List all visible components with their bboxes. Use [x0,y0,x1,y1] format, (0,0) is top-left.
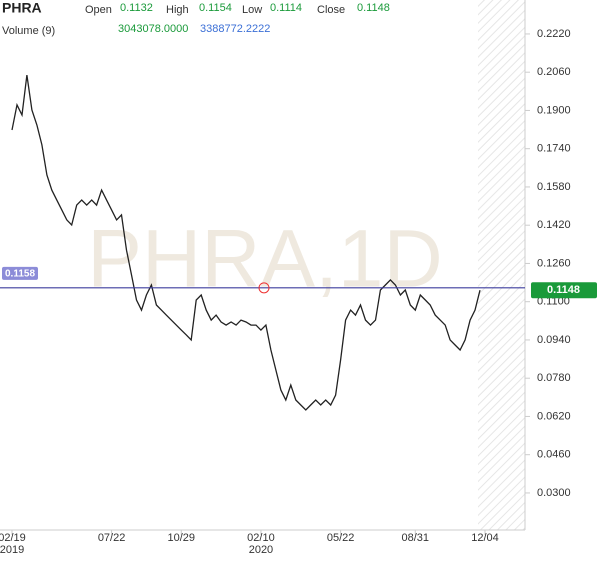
y-tick-label: 0.1580 [537,181,571,193]
y-tick-label: 0.0620 [537,410,571,422]
ohlc-value: 0.1114 [270,2,302,14]
y-tick-label: 0.0460 [537,449,571,461]
price-line [11,75,481,411]
y-tick-label: 0.2220 [537,28,571,40]
x-tick-label: 08/31 [402,532,430,544]
y-tick-label: 0.0940 [537,334,571,346]
y-tick-label: 0.2060 [537,66,571,78]
volume-label: Volume (9) [2,25,55,37]
watermark: PHRA,1D [87,214,442,305]
y-tick-label: 0.1260 [537,257,571,269]
x-tick-label: 10/29 [168,532,196,544]
symbol: PHRA [2,0,42,16]
volume-readout: 3043078.0000 [118,23,188,35]
year-label: 2019 [0,544,24,556]
ohlc-value: 0.1154 [199,2,232,14]
x-tick-label: 12/04 [471,532,499,544]
y-tick-label: 0.0780 [537,372,571,384]
crosshair-label: 0.1158 [5,268,35,279]
y-tick-label: 0.1740 [537,143,571,155]
last-price-badge [531,282,597,299]
year-label: 2020 [249,544,273,556]
y-tick-label: 0.1900 [537,104,571,116]
future-area [478,0,525,530]
ohlc-value: 0.1132 [120,2,153,14]
last-price-label: 0.1148 [547,284,580,296]
ohlc-label: Low [242,4,262,16]
y-tick-label: 0.1100 [537,296,570,308]
x-tick-label: 05/22 [327,532,355,544]
ohlc-label: Open [85,4,112,16]
x-tick-label: 07/22 [98,532,126,544]
crosshair-badge [2,266,38,280]
volume-readout: 3388772.2222 [200,23,270,35]
ohlc-label: Close [317,4,345,16]
crosshair-marker [258,282,270,294]
y-tick-label: 0.1420 [537,219,571,231]
x-tick-label: 02/19 [0,532,26,544]
ohlc-label: High [166,4,189,16]
y-tick-label: 0.0300 [537,487,571,499]
x-tick-label: 02/10 [247,532,275,544]
ohlc-value: 0.1148 [357,2,390,14]
